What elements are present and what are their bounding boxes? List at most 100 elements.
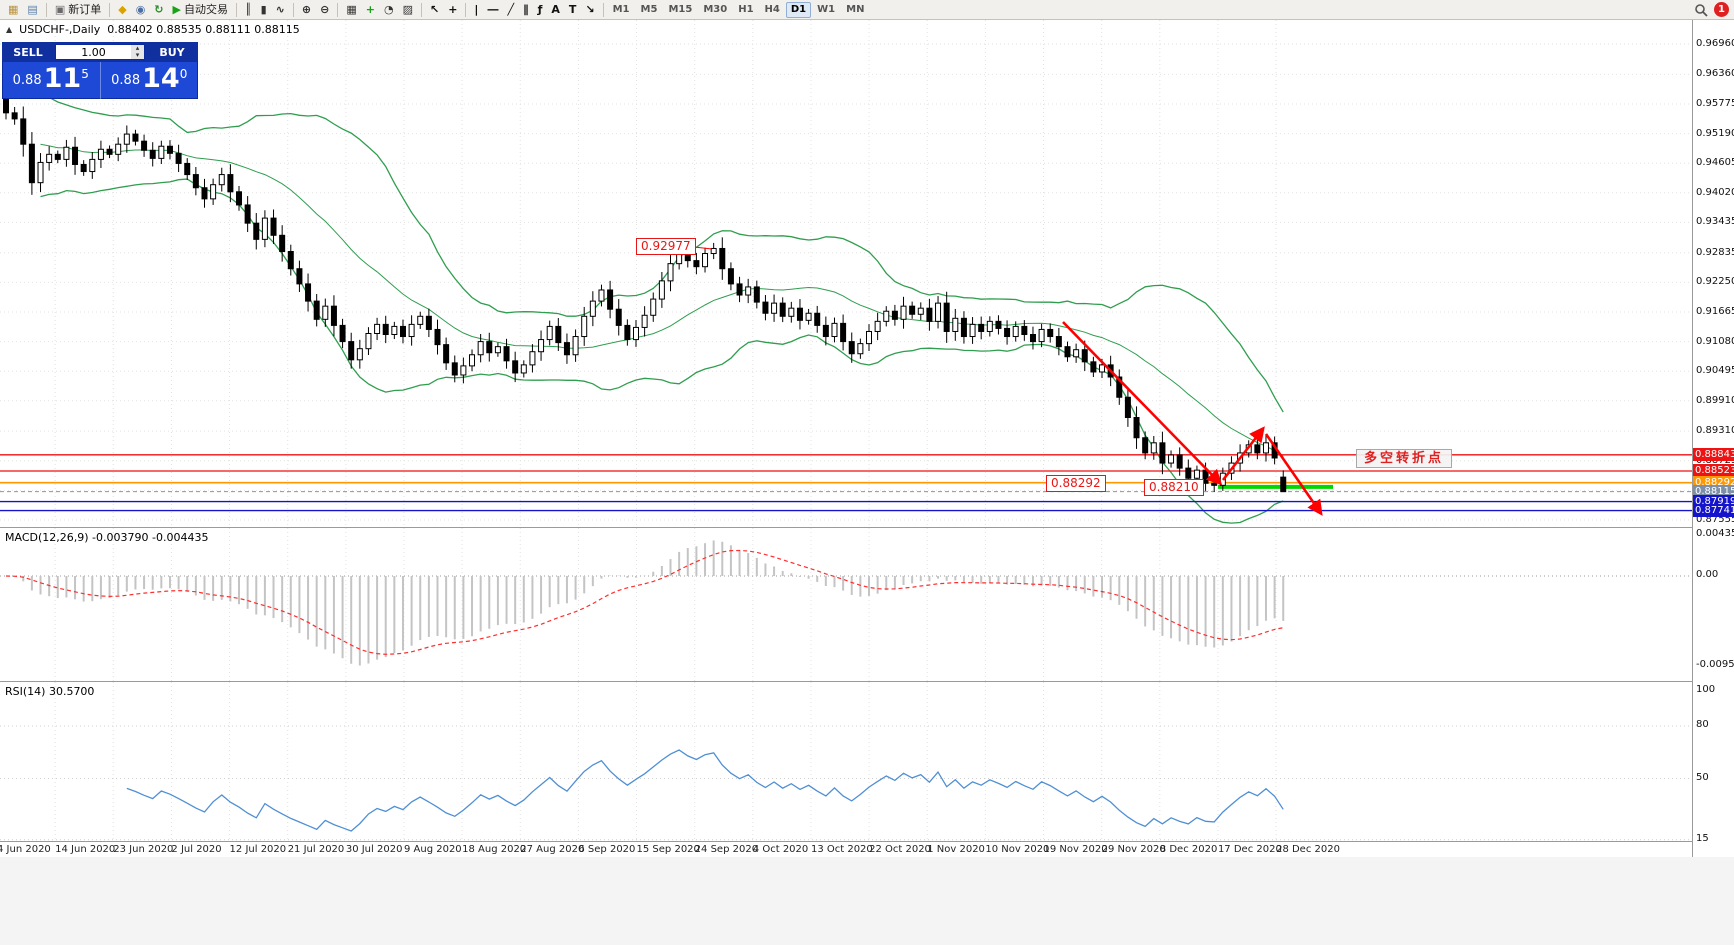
tf-mn[interactable]: MN bbox=[846, 3, 865, 15]
date-axis-label: 21 Jul 2020 bbox=[287, 844, 345, 855]
date-axis-label: 14 Jun 2020 bbox=[55, 844, 116, 855]
tf-m30[interactable]: M30 bbox=[703, 3, 728, 15]
metaeditor-icon[interactable]: ◆ bbox=[118, 2, 127, 16]
text-icon[interactable]: A bbox=[551, 2, 560, 16]
toolbar-separator bbox=[602, 2, 604, 17]
channel-icon[interactable]: ∥ bbox=[523, 2, 529, 16]
volume-down-button[interactable]: ▾ bbox=[131, 52, 144, 59]
date-axis-label: 15 Sep 2020 bbox=[636, 844, 700, 855]
toolbar-separator bbox=[465, 2, 467, 17]
rsi-axis-label: 100 bbox=[1696, 684, 1716, 695]
tf-m1[interactable]: M1 bbox=[612, 3, 630, 15]
price-axis-label: 0.92835 bbox=[1696, 246, 1734, 258]
templates-icon[interactable]: ▨ bbox=[402, 2, 413, 16]
price-scale[interactable]: 0.96960 0.96360 0.95775 0.95190 0.94605 0.940… bbox=[1692, 20, 1734, 857]
macd-axis-label: 0.004351 bbox=[1696, 527, 1734, 539]
date-axis-label: 18 Aug 2020 bbox=[462, 844, 527, 855]
toolbar: ▦ ▤ ▣ 新订单 ◆ ◉ ↻ ▶ 自动交易 ║ ▮ ∿ ⊕ ⊖ ▦ + ◔ ▨ ↖ + | ― ╱ ∥ ƒ A T ↘ M1 M5 M15… bbox=[0, 0, 1734, 20]
price-axis-label: 0.87555 bbox=[1696, 514, 1734, 525]
fibonacci-icon[interactable]: ƒ bbox=[537, 2, 543, 16]
new-chart-icon[interactable]: ▦ bbox=[8, 2, 19, 16]
ohlc-values: 0.88402 0.88535 0.88111 0.88115 bbox=[107, 23, 300, 36]
price-tag: 0.88843 bbox=[1693, 447, 1734, 461]
tf-w1[interactable]: W1 bbox=[817, 3, 836, 15]
tile-windows-icon[interactable]: ▦ bbox=[346, 2, 357, 16]
profiles-icon[interactable]: ▤ bbox=[27, 2, 38, 16]
indicators-icon[interactable]: + bbox=[365, 2, 375, 16]
one-click-trading-panel: SELL ▴ ▾ BUY 0.88 11 5 0.88 14 0 bbox=[2, 42, 198, 99]
toolbar-separator bbox=[45, 2, 47, 17]
price-axis-label: 0.89910 bbox=[1696, 394, 1734, 406]
price-axis-label: 0.92250 bbox=[1696, 276, 1734, 288]
zoom-out-icon[interactable]: ⊖ bbox=[320, 2, 330, 16]
rsi-panel-svg[interactable] bbox=[0, 681, 1692, 841]
toolbar-items: ▦ ▤ ▣ 新订单 ◆ ◉ ↻ ▶ 自动交易 ║ ▮ ∿ ⊕ ⊖ ▦ + ◔ ▨ ↖ + | ― ╱ ∥ ƒ A T ↘ M1 M5 M15… bbox=[4, 0, 869, 19]
new-order-button[interactable]: ▣ 新订单 bbox=[54, 2, 102, 16]
trade-panel-prices: 0.88 11 5 0.88 14 0 bbox=[2, 62, 198, 99]
sell-button[interactable]: 0.88 11 5 bbox=[2, 62, 101, 99]
date-axis-label: 30 Jul 2020 bbox=[345, 844, 403, 855]
date-axis-label: 4 Oct 2020 bbox=[752, 844, 809, 855]
date-axis-label: 4 Jun 2020 bbox=[0, 844, 51, 855]
sell-price-pip: 5 bbox=[81, 67, 89, 81]
price-axis-label: 0.94605 bbox=[1696, 157, 1734, 169]
volume-stepper[interactable]: ▴ ▾ bbox=[55, 44, 145, 60]
one-click-toggle-icon[interactable]: ▲ bbox=[6, 25, 13, 34]
trendline-icon[interactable]: ╱ bbox=[507, 2, 515, 16]
zoom-in-icon[interactable]: ⊕ bbox=[301, 2, 312, 16]
date-axis[interactable]: 4 Jun 2020 14 Jun 2020 23 Jun 2020 2 Jul 20… bbox=[0, 841, 1692, 857]
workspace-empty-area bbox=[0, 857, 1734, 945]
tf-d1[interactable]: D1 bbox=[785, 1, 812, 18]
date-axis-label: 12 Jul 2020 bbox=[229, 844, 287, 855]
volume-up-button[interactable]: ▴ bbox=[131, 45, 144, 52]
tf-m15[interactable]: M15 bbox=[668, 3, 693, 15]
horizontal-line-icon[interactable]: ― bbox=[487, 2, 499, 16]
price-tag: 0.88523 bbox=[1693, 464, 1734, 477]
refresh-icon[interactable]: ↻ bbox=[154, 2, 164, 16]
arrows-icon[interactable]: ↘ bbox=[585, 2, 595, 16]
trade-panel-header: SELL ▴ ▾ BUY bbox=[2, 42, 198, 62]
search-icon[interactable] bbox=[1694, 3, 1708, 17]
macd-indicator-label: MACD(12,26,9) -0.003790 -0.004435 bbox=[5, 531, 209, 544]
market-icon[interactable]: ◉ bbox=[135, 2, 146, 16]
crosshair-icon[interactable]: + bbox=[448, 2, 458, 16]
vertical-line-icon[interactable]: | bbox=[474, 2, 479, 16]
toolbar-separator bbox=[292, 2, 294, 17]
volume-spin-buttons: ▴ ▾ bbox=[131, 45, 144, 59]
date-axis-label: 24 Sep 2020 bbox=[694, 844, 759, 855]
line-chart-icon[interactable]: ∿ bbox=[275, 2, 285, 16]
date-axis-label: 1 Nov 2020 bbox=[927, 844, 985, 855]
cursor-icon[interactable]: ↖ bbox=[429, 2, 440, 16]
notification-badge[interactable]: 1 bbox=[1714, 2, 1729, 17]
price-axis-label: 0.94020 bbox=[1696, 186, 1734, 198]
candlestick-icon[interactable]: ▮ bbox=[260, 2, 267, 16]
toolbar-right: 1 bbox=[1694, 2, 1729, 17]
date-axis-label: 23 Jun 2020 bbox=[113, 844, 174, 855]
price-axis-label: 0.96960 bbox=[1696, 38, 1734, 49]
date-axis-label: 9 Aug 2020 bbox=[403, 844, 462, 855]
tf-h4[interactable]: H4 bbox=[764, 3, 780, 15]
main-chart-svg[interactable] bbox=[0, 20, 1692, 527]
toolbar-separator bbox=[420, 2, 422, 17]
volume-input[interactable] bbox=[56, 45, 131, 59]
date-axis-label: 2 Jul 2020 bbox=[171, 844, 222, 855]
buy-button[interactable]: 0.88 14 0 bbox=[101, 62, 199, 99]
price-axis-label: 0.90495 bbox=[1696, 365, 1734, 377]
bar-chart-icon[interactable]: ║ bbox=[244, 2, 252, 16]
tf-m5[interactable]: M5 bbox=[640, 3, 658, 15]
price-tag: 0.87741 bbox=[1693, 503, 1734, 517]
macd-panel-svg[interactable] bbox=[0, 527, 1692, 681]
date-axis-label: 27 Aug 2020 bbox=[520, 844, 585, 855]
date-axis-label: 29 Nov 2020 bbox=[1101, 844, 1166, 855]
price-axis-label: 0.96360 bbox=[1696, 68, 1734, 80]
label-icon[interactable]: T bbox=[568, 2, 577, 16]
periods-icon[interactable]: ◔ bbox=[383, 2, 394, 16]
autotrading-button[interactable]: ▶ 自动交易 bbox=[172, 2, 228, 16]
price-axis-label: 0.93435 bbox=[1696, 216, 1734, 228]
toolbar-separator bbox=[235, 2, 237, 17]
rsi-axis-label: 80 bbox=[1696, 719, 1709, 730]
tf-h1[interactable]: H1 bbox=[738, 3, 754, 15]
date-axis-label: 17 Dec 2020 bbox=[1217, 844, 1282, 855]
price-axis-label: 0.95190 bbox=[1696, 127, 1734, 139]
